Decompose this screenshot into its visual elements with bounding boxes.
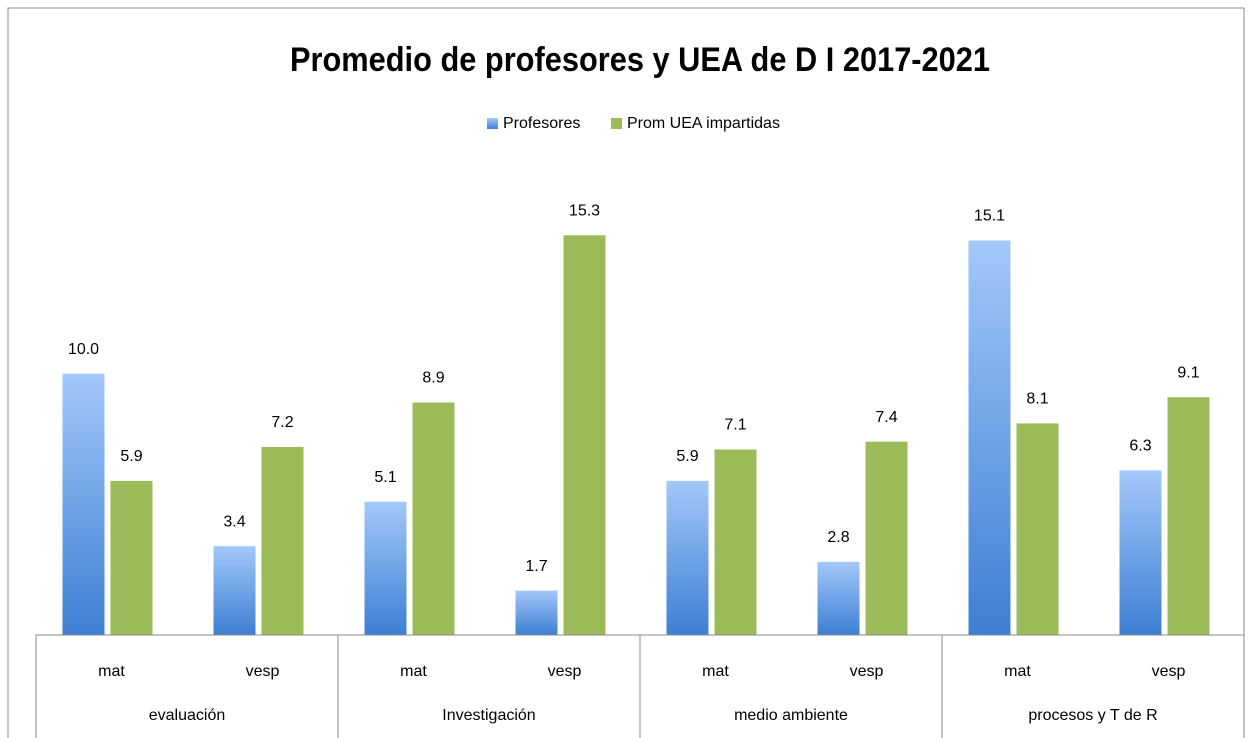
group-label: evaluación: [149, 707, 226, 724]
group-label: medio ambiente: [734, 707, 848, 724]
x-tick-label: vesp: [246, 663, 280, 680]
bar: [865, 441, 908, 635]
legend-swatch: [487, 118, 498, 129]
x-tick-label: mat: [98, 663, 125, 680]
bar: [261, 446, 304, 635]
bar: [714, 449, 757, 635]
bar: [364, 501, 407, 635]
group-label: Investigación: [442, 707, 535, 724]
bar: [62, 373, 105, 635]
chart-title: Promedio de profesores y UEA de D I 2017…: [290, 41, 990, 79]
data-label: 6.3: [1129, 438, 1151, 455]
data-label: 1.7: [525, 558, 547, 575]
legend-swatch: [611, 118, 622, 129]
bar: [666, 480, 709, 635]
bar: [110, 480, 153, 635]
legend-label: Prom UEA impartidas: [627, 115, 780, 132]
bar: [213, 546, 256, 635]
legend-label: Profesores: [503, 115, 580, 132]
data-label: 5.9: [120, 448, 142, 465]
data-label: 3.4: [223, 513, 245, 530]
data-label: 15.1: [974, 208, 1005, 225]
bar: [817, 561, 860, 635]
chart-border: [7, 7, 1245, 738]
group-label: procesos y T de R: [1028, 707, 1157, 724]
data-label: 7.1: [724, 417, 746, 434]
data-label: 8.1: [1026, 391, 1048, 408]
data-label: 2.8: [827, 529, 849, 546]
bar: [968, 240, 1011, 635]
data-label: 9.1: [1177, 364, 1199, 381]
bar: [563, 235, 606, 635]
bar: [1016, 423, 1059, 635]
x-tick-label: vesp: [548, 663, 582, 680]
data-label: 5.9: [676, 448, 698, 465]
data-label: 8.9: [422, 370, 444, 387]
data-label: 7.2: [271, 414, 293, 431]
bar: [1167, 397, 1210, 635]
data-label: 5.1: [374, 469, 396, 486]
bar: [412, 402, 455, 635]
x-tick-label: mat: [400, 663, 427, 680]
bar: [1119, 470, 1162, 635]
data-label: 15.3: [569, 203, 600, 220]
data-label: 10.0: [68, 341, 99, 358]
x-tick-label: vesp: [850, 663, 884, 680]
x-tick-label: mat: [702, 663, 729, 680]
data-label: 7.4: [875, 409, 897, 426]
bar: [515, 590, 558, 635]
x-tick-label: vesp: [1152, 663, 1186, 680]
x-tick-label: mat: [1004, 663, 1031, 680]
